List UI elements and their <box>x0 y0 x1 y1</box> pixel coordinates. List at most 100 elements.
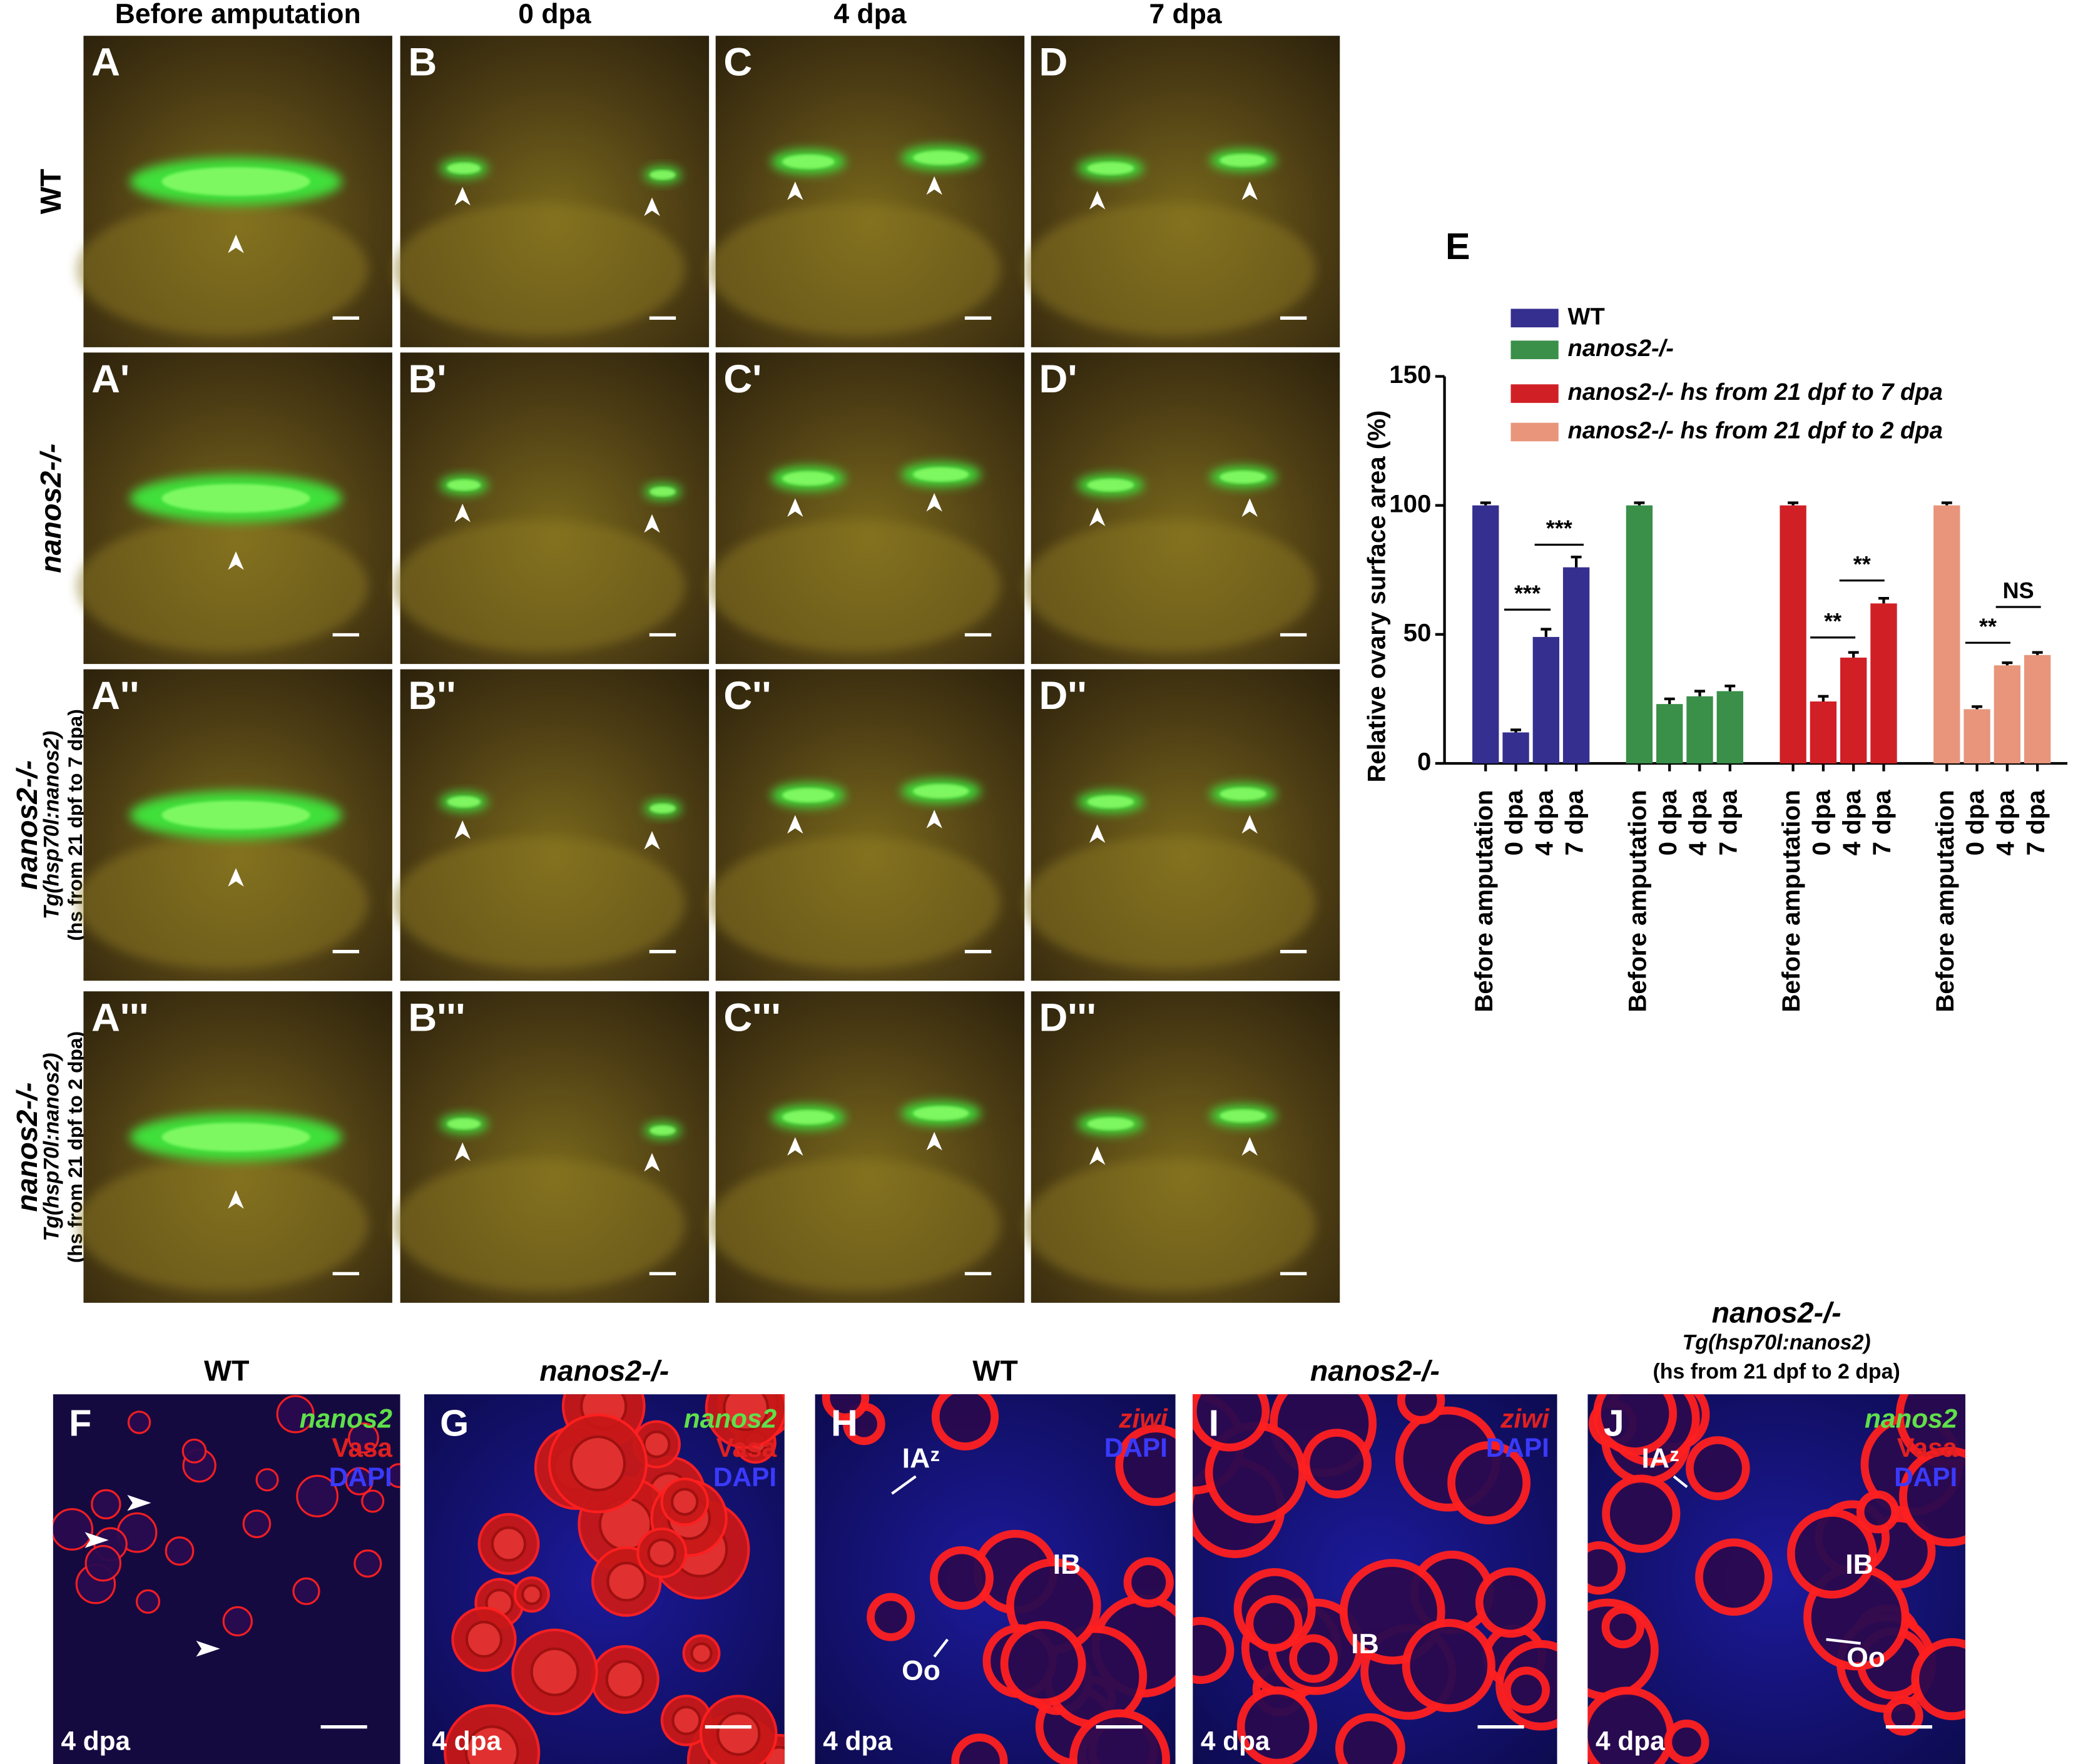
bar <box>1626 505 1653 763</box>
oocyte-nucleus <box>530 1647 579 1696</box>
row-label: nanos2-/- <box>11 1083 43 1212</box>
micrograph: C' <box>708 352 1025 665</box>
oocyte-nucleus <box>690 1642 713 1665</box>
oocyte <box>386 1463 400 1488</box>
gfp-core <box>1087 161 1134 175</box>
arrowhead <box>926 176 942 195</box>
gfp-core <box>649 1125 676 1136</box>
bar <box>1840 657 1867 763</box>
arrowhead <box>926 810 942 828</box>
arrowhead <box>787 498 803 517</box>
x-tick-label: Before amputation <box>1777 790 1805 1012</box>
section-title: WT <box>204 1355 249 1387</box>
micrograph: A'' <box>76 669 392 981</box>
arrowhead <box>644 1153 660 1172</box>
error-bar <box>2032 651 2043 655</box>
legend-swatch <box>1510 384 1559 403</box>
x-tick-label: 4 dpa <box>1530 790 1558 856</box>
oocyte <box>1686 1436 1750 1501</box>
x-tick-label: Before amputation <box>1931 790 1959 1012</box>
gfp-core <box>649 487 676 497</box>
micrograph: B''' <box>393 991 710 1303</box>
stain-label: DAPI <box>329 1462 392 1492</box>
oocyte-nucleus <box>723 1394 770 1431</box>
tissue-glow <box>76 1158 369 1292</box>
panel-label: B'' <box>408 673 456 718</box>
oocyte <box>1115 1424 1176 1506</box>
micrograph: B <box>393 36 710 347</box>
oocyte <box>1911 1638 1965 1720</box>
legend-label: nanos2-/- hs from 21 dpf to 2 dpa <box>1568 417 1943 444</box>
oocyte-nucleus <box>643 1430 671 1459</box>
cell-annotation: IAᶻ <box>1642 1444 1680 1474</box>
panel-label: E <box>1445 225 1470 267</box>
oocyte <box>1695 1538 1773 1616</box>
arrowhead <box>787 1137 803 1156</box>
row-label: Tg(hsp70l:nanos2) <box>40 731 64 919</box>
x-tick-label: 0 dpa <box>1500 790 1528 856</box>
oocyte <box>1236 1686 1318 1764</box>
micrograph: C'' <box>708 669 1025 981</box>
tissue-glow <box>393 836 685 969</box>
significance-label: ** <box>1824 608 1841 634</box>
legend-swatch <box>1510 340 1559 359</box>
oocyte <box>292 1577 320 1605</box>
tissue-glow <box>76 203 369 336</box>
oocyte <box>1123 1557 1174 1608</box>
cell-annotation: IB <box>1053 1549 1081 1580</box>
oocyte <box>84 1544 122 1582</box>
cell-annotation: IAᶻ <box>902 1444 940 1474</box>
stain-label: nanos2 <box>300 1404 393 1434</box>
micrograph: B'' <box>393 669 710 981</box>
arrowhead <box>228 234 244 253</box>
tissue-glow <box>1024 203 1316 336</box>
oocyte <box>931 1394 999 1450</box>
bar <box>1686 696 1713 763</box>
error-bar <box>1510 728 1522 733</box>
arrowhead <box>196 1641 220 1657</box>
bar <box>1780 505 1806 763</box>
panel-label: A'' <box>91 673 139 718</box>
gfp-core <box>1220 787 1266 800</box>
error-bar <box>1664 697 1675 705</box>
legend-label: nanos2-/- hs from 21 dpf to 7 dpa <box>1568 379 1943 405</box>
gfp-core <box>782 471 835 486</box>
gfp-core <box>913 783 969 798</box>
y-tick-label: 50 <box>1403 618 1432 646</box>
section-title: nanos2-/- <box>539 1355 669 1387</box>
x-tick-label: 4 dpa <box>1684 790 1712 856</box>
oocyte-nucleus <box>491 1526 527 1562</box>
stain-label: DAPI <box>713 1462 777 1492</box>
y-tick-label: 0 <box>1417 748 1431 776</box>
error-bar <box>2002 661 2013 666</box>
panel-label: G <box>440 1402 469 1444</box>
stain-label: Vasa <box>1897 1433 1958 1462</box>
micrograph: B' <box>393 352 710 665</box>
bar <box>1472 505 1499 763</box>
arrowhead <box>228 868 244 887</box>
panel-label: A''' <box>91 996 148 1040</box>
panel-label: C <box>723 40 752 84</box>
y-axis-label: Relative ovary surface area (%) <box>1362 410 1390 783</box>
legend-label: nanos2-/- <box>1568 335 1674 362</box>
x-tick-label: 4 dpa <box>1838 790 1866 856</box>
arrowhead <box>454 186 471 206</box>
y-tick-label: 150 <box>1389 360 1431 389</box>
panel-label: A <box>91 40 120 84</box>
arrowhead <box>454 1142 471 1161</box>
panel-label: C'' <box>723 673 771 718</box>
panel-label: J <box>1604 1402 1624 1444</box>
arrowhead <box>1089 507 1106 526</box>
arrowhead <box>1089 1146 1106 1165</box>
tissue-glow <box>393 1158 685 1292</box>
panel-label: C' <box>723 357 761 401</box>
oocyte <box>255 1468 279 1492</box>
y-tick-label: 100 <box>1389 489 1431 517</box>
bar <box>2024 655 2051 763</box>
panel-label: D' <box>1039 357 1077 401</box>
error-bar <box>1694 690 1705 696</box>
error-bar <box>1634 501 1645 506</box>
